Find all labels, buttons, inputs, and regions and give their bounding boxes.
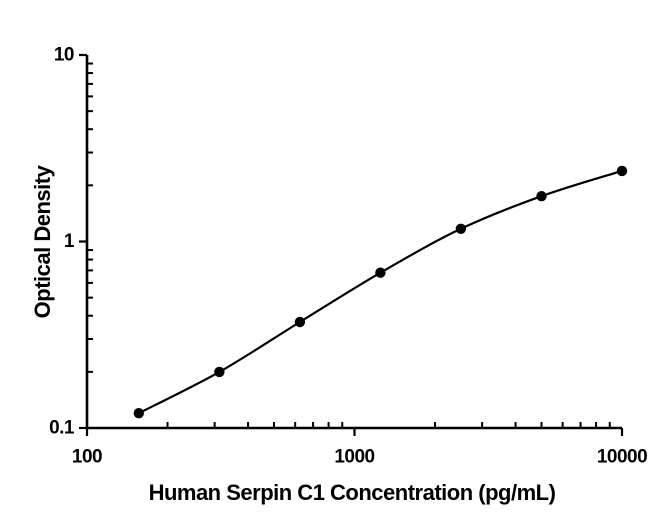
axis-lines xyxy=(85,55,622,430)
data-point xyxy=(536,191,547,202)
x-tick-label: 1000 xyxy=(334,447,374,468)
x-axis-title: Human Serpin C1 Concentration (pg/mL) xyxy=(149,480,556,505)
y-axis-title: Optical Density xyxy=(30,164,55,318)
x-tick-label: 100 xyxy=(72,447,102,468)
data-point xyxy=(133,408,144,419)
data-point xyxy=(375,267,386,278)
data-point xyxy=(616,165,628,177)
data-point xyxy=(214,366,225,378)
y-tick-label: 10 xyxy=(54,45,74,66)
x-tick-label: 10000 xyxy=(597,447,647,468)
standard-curve-line xyxy=(138,169,623,415)
y-tick-label: 0.1 xyxy=(49,418,75,439)
data-point xyxy=(455,223,467,234)
y-tick-label: 1 xyxy=(64,231,75,252)
data-point xyxy=(294,316,306,328)
